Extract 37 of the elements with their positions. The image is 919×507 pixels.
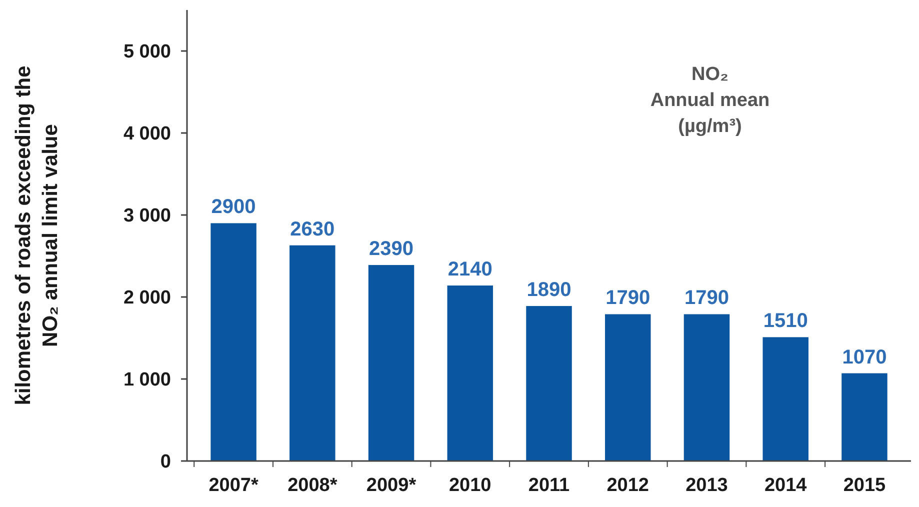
data-label: 2900 (211, 196, 256, 218)
y-tick-label: 0 (160, 452, 171, 473)
annotation: Annual mean (650, 90, 770, 111)
y-axis-title: kilometres of roads exceeding the NO₂ annual limit value (12, 66, 62, 406)
x-tick-label: 2014 (764, 475, 808, 496)
data-label: 2630 (290, 218, 335, 240)
y-tick-label: 2 000 (123, 288, 171, 309)
data-label: 2390 (369, 238, 414, 260)
x-tick-label: 2010 (448, 475, 492, 496)
x-tick-label: 2015 (843, 475, 886, 496)
x-tick-label: 2008* (288, 475, 338, 496)
bar (604, 314, 651, 461)
x-tick-label: 2011 (528, 475, 570, 496)
data-label: 2140 (448, 258, 492, 281)
data-label: 1510 (763, 310, 808, 332)
data-label: 1790 (684, 287, 729, 310)
data-label: 1070 (842, 346, 887, 368)
y-tick-label: 5 000 (123, 42, 171, 63)
bar (210, 223, 256, 461)
bar (526, 306, 572, 461)
annotation: (µg/m³) (678, 116, 742, 137)
x-tick-label: 2013 (686, 475, 728, 496)
x-tick-label: 2007* (208, 475, 259, 496)
data-label: 1890 (526, 279, 572, 302)
bar (762, 337, 808, 461)
annotation: NO₂ (692, 64, 728, 85)
bar (842, 373, 888, 461)
bar (447, 286, 494, 461)
x-tick-label: 2009* (366, 475, 417, 496)
y-tick-label: 1 000 (123, 370, 171, 391)
y-tick-label: 4 000 (123, 124, 171, 145)
bar (368, 265, 414, 461)
bar (290, 245, 336, 461)
bar (684, 314, 730, 461)
y-tick-label: 3 000 (123, 206, 171, 227)
data-label: 1790 (606, 287, 650, 310)
x-tick-label: 2012 (606, 475, 650, 496)
